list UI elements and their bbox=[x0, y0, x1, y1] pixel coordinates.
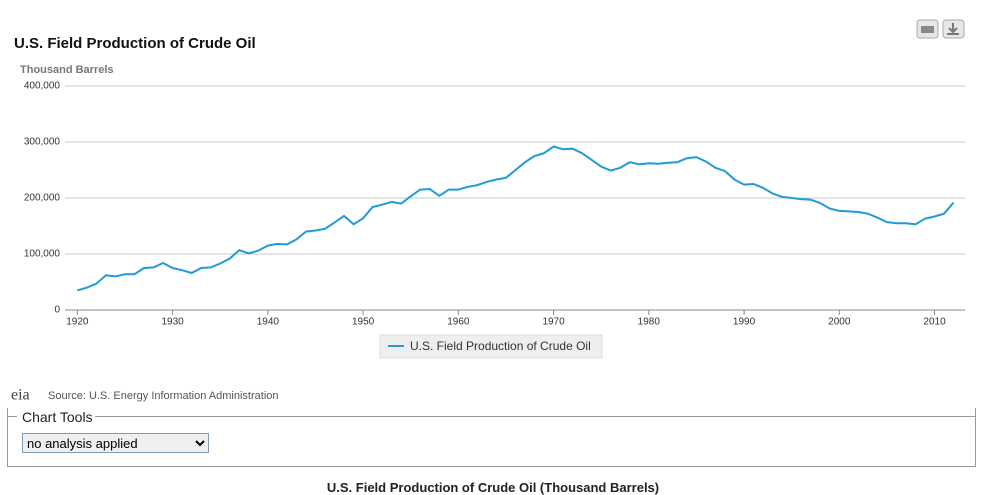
tools-legend: Chart Tools bbox=[20, 409, 95, 425]
x-tick-label: 1960 bbox=[447, 317, 470, 328]
download-icon bbox=[947, 23, 959, 35]
x-tick-label: 1990 bbox=[733, 317, 756, 328]
chart-title: U.S. Field Production of Crude Oil bbox=[14, 35, 256, 52]
print-icon bbox=[921, 26, 934, 33]
chart: U.S. Field Production of Crude Oil Thous… bbox=[11, 19, 965, 404]
x-tick-label: 1980 bbox=[638, 317, 661, 328]
x-tick-label: 1920 bbox=[66, 317, 89, 328]
y-tick-label: 100,000 bbox=[24, 249, 61, 260]
legend-label: U.S. Field Production of Crude Oil bbox=[410, 339, 591, 353]
analysis-select[interactable]: no analysis applied bbox=[22, 433, 209, 453]
y-tick-label: 0 bbox=[54, 305, 60, 316]
x-tick-label: 2000 bbox=[828, 317, 851, 328]
y-tick-label: 400,000 bbox=[24, 81, 61, 92]
x-tick-label: 1940 bbox=[257, 317, 280, 328]
logo: eia bbox=[11, 387, 30, 404]
legend-box bbox=[379, 334, 603, 359]
tools-box bbox=[7, 408, 976, 467]
x-tick-label: 1930 bbox=[161, 317, 184, 328]
tools-border bbox=[94, 416, 975, 417]
tools-border bbox=[7, 416, 17, 417]
source: Source: U.S. Energy Information Administ… bbox=[48, 390, 279, 402]
x-tick-label: 1950 bbox=[352, 317, 375, 328]
x-tick-label: 2010 bbox=[923, 317, 946, 328]
y-tick-label: 200,000 bbox=[24, 193, 61, 204]
y-tick-label: 300,000 bbox=[24, 137, 61, 148]
table-title: U.S. Field Production of Crude Oil (Thou… bbox=[326, 480, 660, 495]
x-tick-label: 1970 bbox=[542, 317, 565, 328]
data-line bbox=[77, 145, 955, 292]
chart-subtitle: Thousand Barrels bbox=[20, 64, 114, 76]
